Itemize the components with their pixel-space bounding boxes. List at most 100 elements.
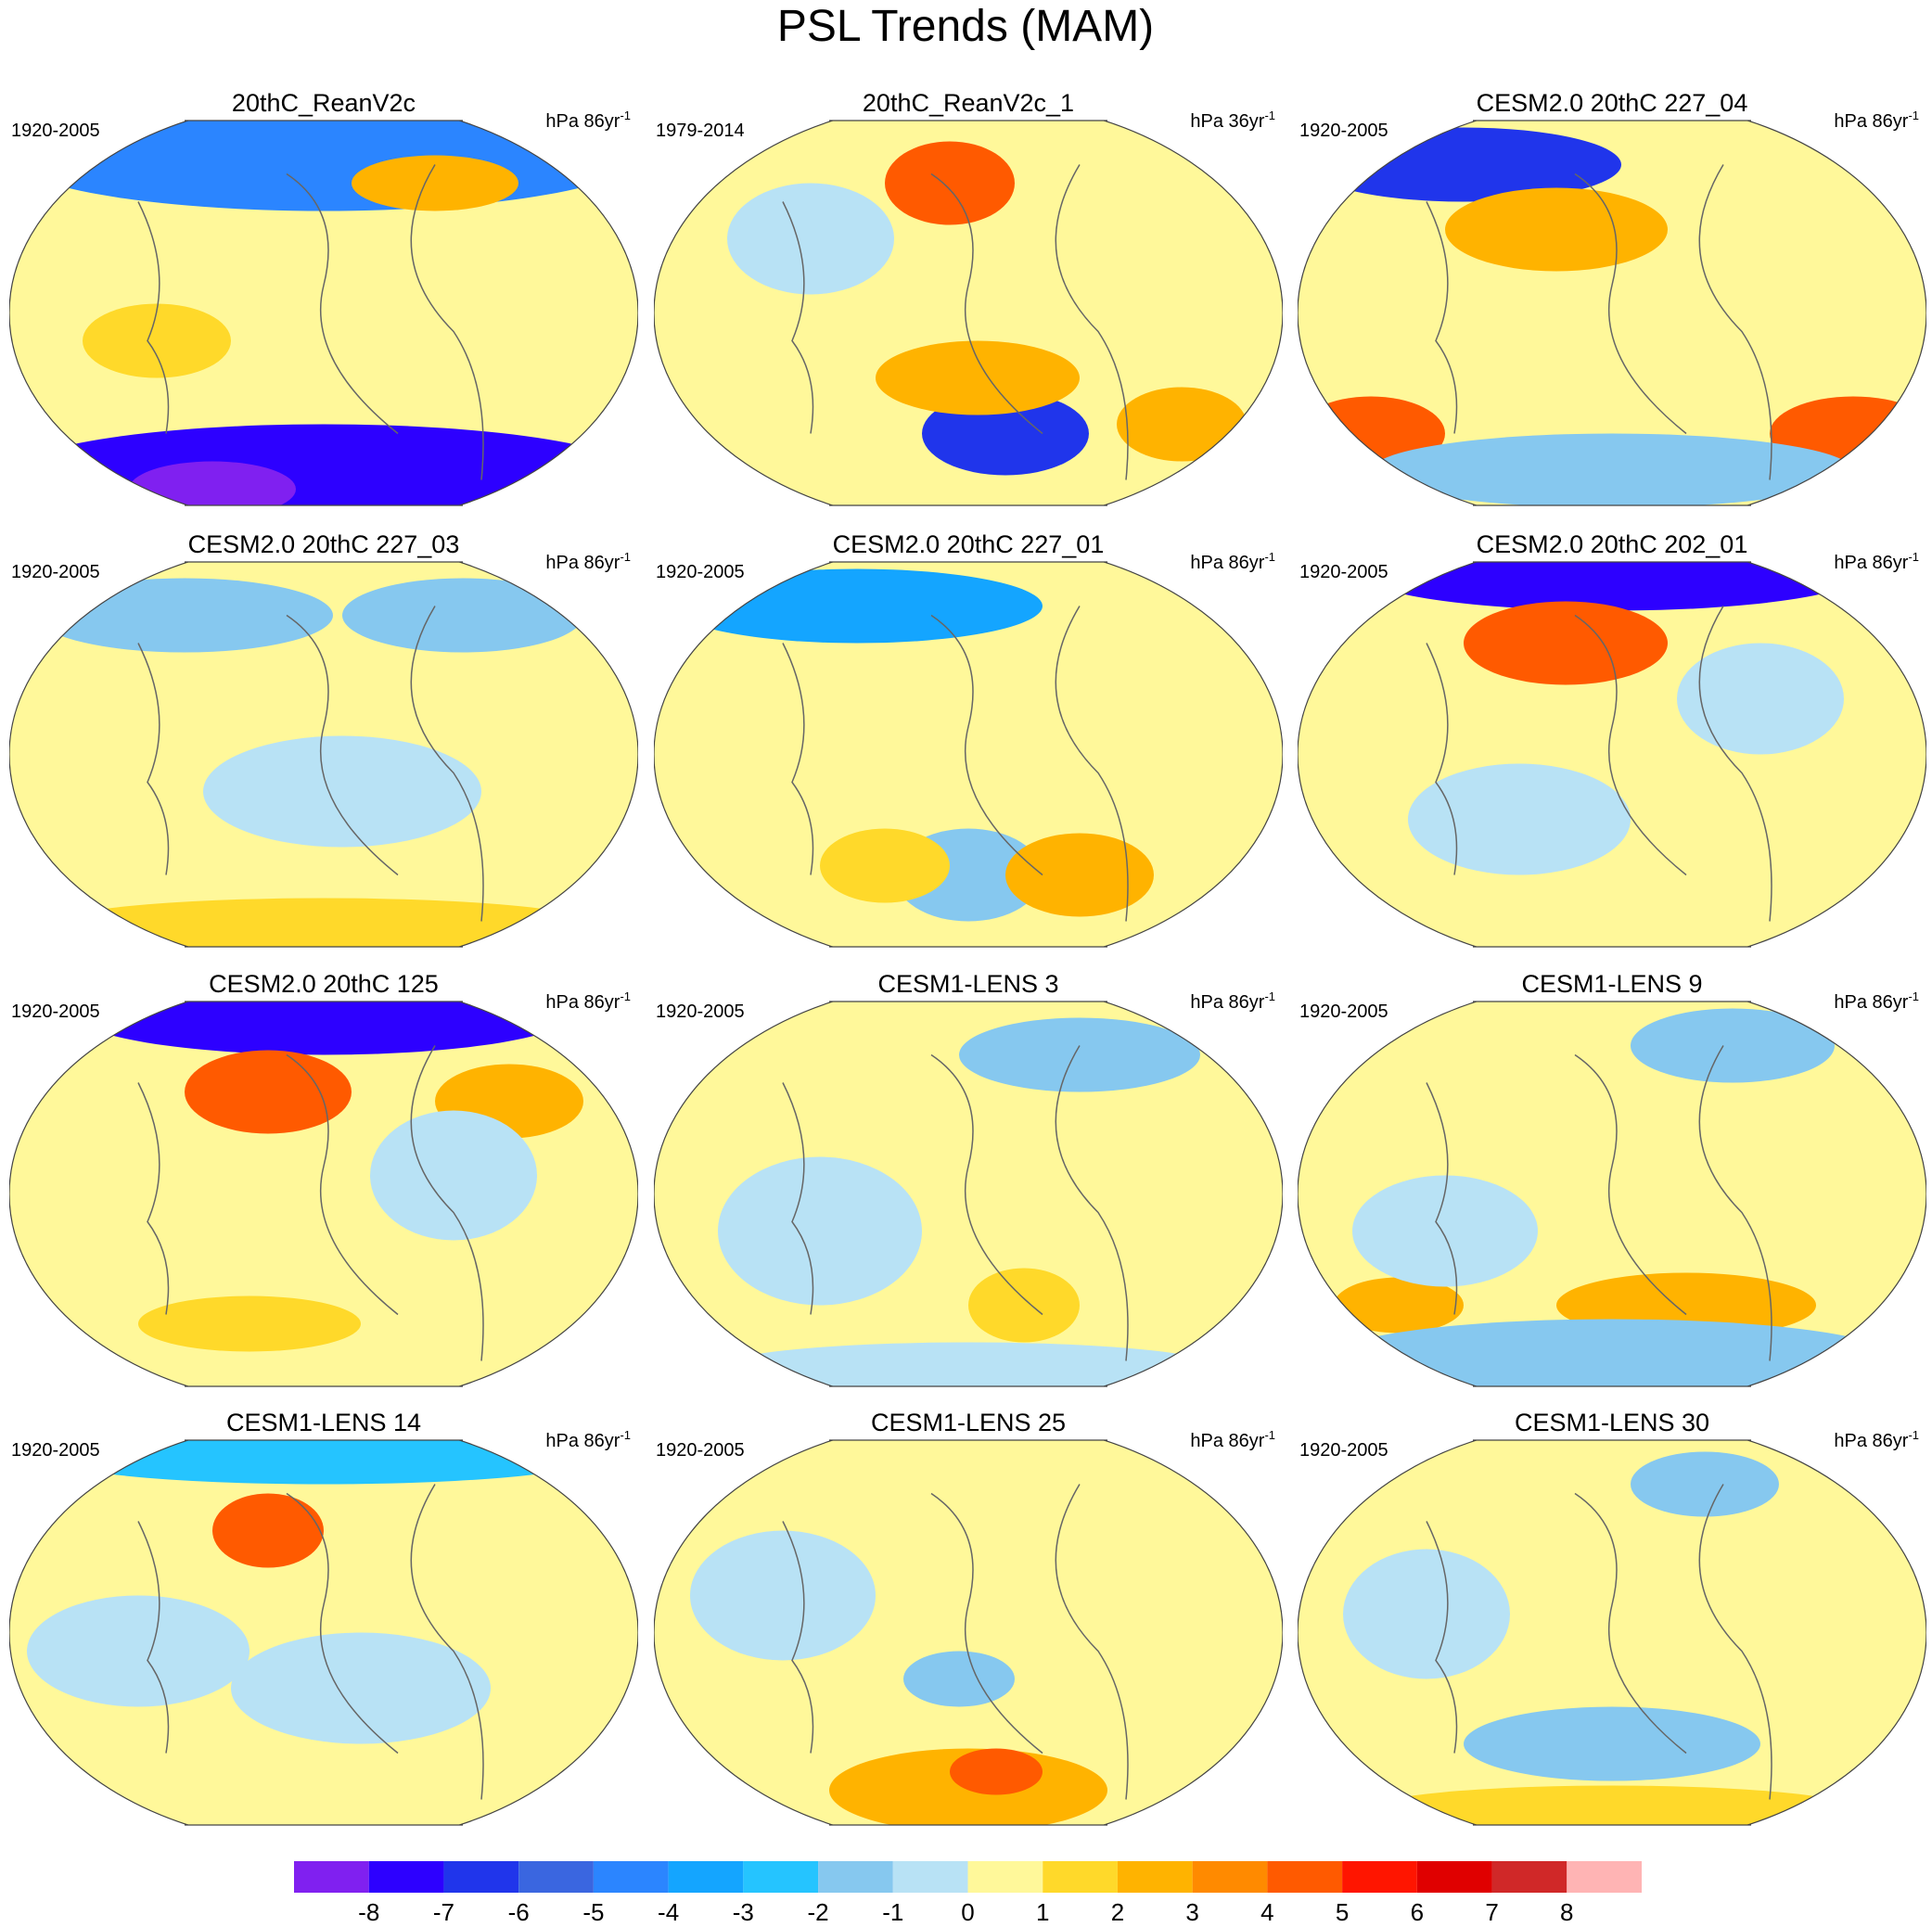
coastline bbox=[782, 164, 1129, 480]
panel-period: 1920-2005 bbox=[1299, 1440, 1388, 1461]
map-blob bbox=[1352, 1175, 1538, 1287]
units-superscript: -1 bbox=[620, 989, 631, 1003]
panel-title: CESM1-LENS 30 bbox=[1515, 1409, 1709, 1436]
map-blob bbox=[1343, 1549, 1510, 1679]
units-text: hPa 86yr bbox=[1190, 1431, 1264, 1451]
map-field bbox=[654, 121, 1283, 505]
map-blob bbox=[1117, 387, 1247, 462]
panel-units: hPa 36yr-1 bbox=[1190, 108, 1275, 132]
map-field-inner bbox=[1298, 562, 1926, 947]
colorbar-box bbox=[368, 1861, 444, 1893]
panel-title: CESM1-LENS 9 bbox=[1521, 970, 1702, 998]
map-field bbox=[1298, 1440, 1926, 1825]
map-blob bbox=[73, 1002, 574, 1055]
colorbar: -8 -7 -6 -5 -4 -3 -2 -1 0 1 2 3 4 5 6 7 8 bbox=[294, 1861, 1642, 1926]
coastline bbox=[1426, 164, 1772, 480]
map-panel: CESM1-LENS 14 1920-2005 hPa 86yr-1 bbox=[9, 1409, 638, 1826]
colorbar-box bbox=[1043, 1861, 1118, 1893]
units-text: hPa 86yr bbox=[545, 111, 620, 132]
panel-title: CESM1-LENS 3 bbox=[877, 970, 1058, 998]
units-superscript: -1 bbox=[1908, 1428, 1919, 1442]
map-blob bbox=[185, 1050, 352, 1134]
units-superscript: -1 bbox=[1264, 989, 1275, 1003]
map-blob bbox=[690, 1530, 876, 1661]
panel-period: 1920-2005 bbox=[656, 1440, 745, 1461]
panel-units: hPa 86yr-1 bbox=[545, 550, 631, 573]
units-text: hPa 86yr bbox=[1834, 992, 1908, 1013]
map-blob bbox=[36, 578, 333, 653]
panel-period: 1979-2014 bbox=[656, 121, 745, 141]
map-blob bbox=[1464, 601, 1668, 685]
map-blob bbox=[83, 303, 231, 378]
map-blob bbox=[1631, 1008, 1835, 1083]
map-panel: CESM2.0 20thC 125 1920-2005 hPa 86yr-1 bbox=[9, 970, 638, 1387]
colorbar-box bbox=[1117, 1861, 1193, 1893]
map-field bbox=[654, 1440, 1283, 1825]
map-blob bbox=[129, 461, 296, 505]
map-blob bbox=[1677, 643, 1844, 755]
map-blob bbox=[1464, 1706, 1760, 1781]
map-field-inner bbox=[1298, 1440, 1926, 1825]
map-blob bbox=[709, 1342, 1228, 1386]
map-blob bbox=[718, 1156, 922, 1306]
coastline bbox=[137, 1484, 484, 1800]
map-panel: CESM2.0 20thC 227_03 1920-2005 hPa 86yr-1 bbox=[9, 530, 638, 948]
colorbar-label: 6 bbox=[1411, 1898, 1424, 1926]
map-blob bbox=[950, 1748, 1043, 1795]
map-panel: CESM2.0 20thC 227_01 1920-2005 hPa 86yr-1 bbox=[654, 530, 1283, 948]
units-text: hPa 86yr bbox=[545, 992, 620, 1013]
colorbar-box bbox=[892, 1861, 968, 1893]
panel-units: hPa 86yr-1 bbox=[545, 1428, 631, 1451]
panel-units: hPa 86yr-1 bbox=[1190, 550, 1275, 573]
colorbar-label: 4 bbox=[1260, 1898, 1273, 1926]
panel-units: hPa 86yr-1 bbox=[1190, 1428, 1275, 1451]
colorbar-box bbox=[1192, 1861, 1268, 1893]
colorbar-box bbox=[818, 1861, 893, 1893]
panel-period: 1920-2005 bbox=[11, 562, 100, 582]
colorbar-box bbox=[443, 1861, 519, 1893]
map-blob bbox=[370, 1110, 537, 1241]
colorbar-label: 0 bbox=[961, 1898, 974, 1926]
colorbar-label: -2 bbox=[807, 1898, 828, 1926]
units-superscript: -1 bbox=[620, 1428, 631, 1442]
coastline bbox=[137, 164, 484, 480]
map-blob bbox=[968, 1268, 1080, 1343]
panel-period: 1920-2005 bbox=[656, 1002, 745, 1022]
map-panel: CESM1-LENS 30 1920-2005 hPa 86yr-1 bbox=[1298, 1409, 1926, 1826]
colorbar-box bbox=[668, 1861, 744, 1893]
map-field bbox=[1298, 562, 1926, 947]
map-blob bbox=[727, 183, 894, 295]
panel-units: hPa 86yr-1 bbox=[1190, 989, 1275, 1013]
coastline bbox=[782, 606, 1129, 922]
map-field-inner bbox=[1298, 121, 1926, 505]
map-blob bbox=[903, 1651, 1015, 1707]
map-field-inner bbox=[1298, 1002, 1926, 1386]
colorbar-label: 1 bbox=[1036, 1898, 1049, 1926]
units-text: hPa 86yr bbox=[1190, 553, 1264, 573]
map-blob bbox=[138, 1295, 361, 1352]
panel-period: 1920-2005 bbox=[1299, 562, 1388, 582]
units-superscript: -1 bbox=[1908, 989, 1919, 1003]
units-superscript: -1 bbox=[1264, 550, 1275, 564]
colorbar-label: -7 bbox=[433, 1898, 454, 1926]
map-field-inner bbox=[9, 1002, 638, 1386]
map-field bbox=[9, 1440, 638, 1825]
map-blob bbox=[212, 1493, 324, 1568]
map-blob bbox=[203, 735, 481, 848]
panel-title: CESM1-LENS 25 bbox=[871, 1409, 1066, 1436]
map-field-inner bbox=[9, 562, 638, 947]
colorbar-label: -4 bbox=[658, 1898, 679, 1926]
colorbar-box bbox=[967, 1861, 1043, 1893]
map-panel: CESM1-LENS 25 1920-2005 hPa 86yr-1 bbox=[654, 1409, 1283, 1826]
panel-title: CESM1-LENS 14 bbox=[226, 1409, 421, 1436]
units-text: hPa 86yr bbox=[1834, 1431, 1908, 1451]
map-blob bbox=[1371, 1785, 1853, 1825]
panel-period: 1920-2005 bbox=[11, 1002, 100, 1022]
panel-title: 20thC_ReanV2c_1 bbox=[863, 89, 1074, 117]
units-superscript: -1 bbox=[1264, 108, 1275, 122]
colorbar-box bbox=[743, 1861, 819, 1893]
colorbar-box bbox=[1567, 1861, 1642, 1893]
map-blob bbox=[9, 424, 638, 505]
map-blob bbox=[231, 1632, 491, 1744]
